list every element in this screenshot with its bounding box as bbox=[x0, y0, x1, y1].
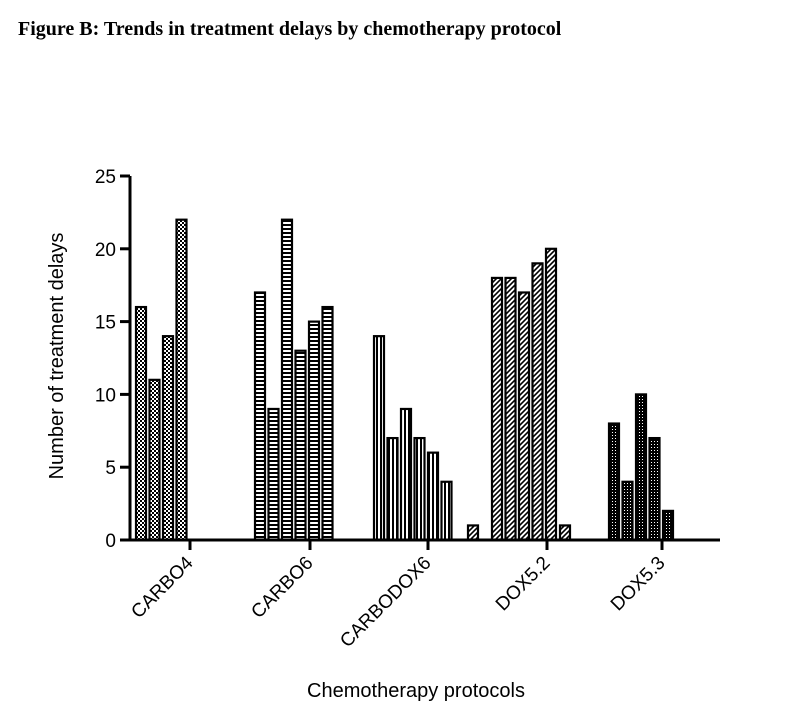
bar-carbo6-1 bbox=[253, 291, 267, 542]
bar-carbo4-3 bbox=[161, 335, 175, 542]
bar-dox5-2-4 bbox=[504, 276, 517, 542]
bar-dox5-2-5 bbox=[517, 291, 531, 542]
y-tick-label-15: 15 bbox=[95, 313, 116, 334]
bar-carbodox6-3 bbox=[399, 407, 413, 542]
bar-dox5-3-5 bbox=[661, 509, 675, 542]
bar-carbo6-5 bbox=[307, 320, 321, 542]
y-tick-label-5: 5 bbox=[105, 458, 116, 479]
bar-carbo4-1 bbox=[134, 305, 148, 542]
bar-dox5-2-8 bbox=[558, 524, 572, 542]
bar-carbo6-4 bbox=[294, 349, 307, 542]
bar-dox5-3-1 bbox=[607, 422, 621, 542]
bar-dox5-3-2 bbox=[621, 480, 634, 542]
bar-carbodox6-2 bbox=[386, 436, 399, 542]
figure-title: Figure B: Trends in treatment delays by … bbox=[18, 18, 562, 40]
bar-dox5-2-6 bbox=[531, 262, 544, 542]
bar-dox5-3-4 bbox=[648, 436, 661, 542]
x-tick-label-carbo6: CARBO6 bbox=[247, 553, 317, 623]
bar-carbo6-2 bbox=[267, 407, 280, 542]
y-tick-label-10: 10 bbox=[95, 385, 116, 406]
y-tick-label-20: 20 bbox=[95, 240, 116, 261]
x-tick-label-dox5-3: DOX5.3 bbox=[607, 553, 670, 616]
bar-carbodox6-1 bbox=[372, 335, 386, 542]
bar-carbo4-4 bbox=[175, 218, 188, 542]
y-tick-label-0: 0 bbox=[105, 531, 116, 552]
bar-carbodox6-5 bbox=[426, 451, 440, 542]
bar-dox5-2-2 bbox=[466, 524, 480, 542]
bar-carbo6-6 bbox=[321, 305, 334, 542]
x-tick-label-carbo4: CARBO4 bbox=[127, 552, 197, 622]
x-tick-label-dox5-2: DOX5.2 bbox=[492, 553, 555, 616]
bar-carbo4-2 bbox=[148, 378, 161, 542]
bar-dox5-2-3 bbox=[490, 276, 504, 542]
x-axis-title: Chemotherapy protocols bbox=[307, 680, 525, 702]
x-tick-label-carbodox6: CARBODOX6 bbox=[336, 553, 435, 652]
bar-carbodox6-4 bbox=[413, 436, 426, 542]
bar-carbo6-3 bbox=[280, 218, 294, 542]
y-axis-title: Number of treatment delays bbox=[46, 233, 68, 480]
bar-carbodox6-6 bbox=[440, 480, 453, 542]
bar-dox5-3-3 bbox=[634, 393, 648, 542]
bar-dox5-2-7 bbox=[544, 247, 558, 542]
y-tick-label-25: 25 bbox=[95, 167, 116, 188]
